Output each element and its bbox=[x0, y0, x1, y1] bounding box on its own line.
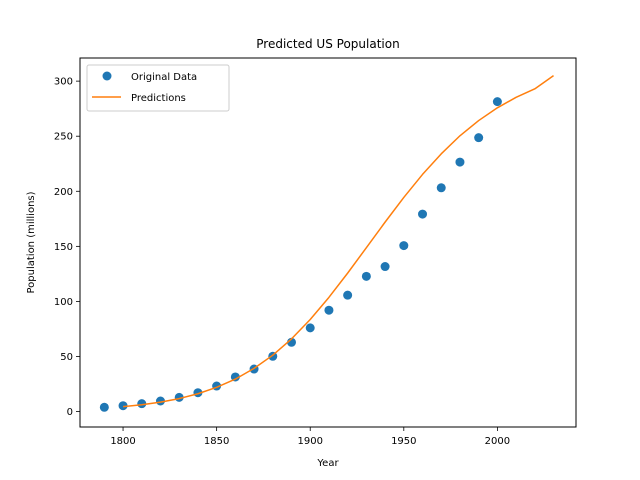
data-point bbox=[418, 209, 428, 219]
data-point bbox=[455, 157, 465, 167]
chart-title: Predicted US Population bbox=[256, 37, 399, 51]
legend: Original Data Predictions bbox=[86, 64, 230, 112]
data-point bbox=[343, 290, 353, 300]
data-point bbox=[474, 133, 484, 143]
y-tick-label: 150 bbox=[54, 242, 73, 253]
data-point bbox=[399, 241, 409, 251]
legend-label-original-data: Original Data bbox=[131, 72, 197, 83]
x-tick-label: 1900 bbox=[297, 436, 322, 447]
data-point bbox=[118, 401, 128, 411]
x-axis: 1800 1850 1900 1950 2000 bbox=[110, 427, 510, 447]
x-tick-label: 1850 bbox=[204, 436, 229, 447]
x-tick-label: 1800 bbox=[110, 436, 135, 447]
y-tick-label: 100 bbox=[54, 297, 73, 308]
plot-area bbox=[99, 75, 554, 412]
y-tick-label: 300 bbox=[54, 77, 73, 88]
y-axis-label: Population (millions) bbox=[26, 191, 37, 293]
data-point bbox=[230, 372, 240, 382]
prediction-line bbox=[122, 75, 554, 408]
x-axis-label: Year bbox=[316, 458, 339, 469]
data-point bbox=[436, 183, 446, 193]
legend-box bbox=[86, 64, 230, 112]
data-point bbox=[137, 399, 147, 409]
x-tick-label: 2000 bbox=[485, 436, 510, 447]
data-point bbox=[99, 402, 109, 412]
y-tick-label: 0 bbox=[67, 407, 73, 418]
data-point bbox=[361, 271, 371, 281]
data-point bbox=[155, 396, 165, 406]
data-point bbox=[492, 97, 502, 107]
data-point bbox=[324, 305, 334, 315]
data-point bbox=[380, 262, 390, 272]
y-tick-label: 200 bbox=[54, 187, 73, 198]
axes-frame bbox=[79, 57, 577, 428]
y-tick-label: 50 bbox=[60, 352, 73, 363]
y-tick-label: 250 bbox=[54, 132, 73, 143]
data-point bbox=[305, 323, 315, 333]
y-axis: 0 50 100 150 200 250 300 bbox=[54, 77, 80, 418]
legend-label-predictions: Predictions bbox=[131, 93, 186, 104]
legend-marker-original-data bbox=[102, 71, 112, 81]
x-tick-label: 1950 bbox=[391, 436, 416, 447]
